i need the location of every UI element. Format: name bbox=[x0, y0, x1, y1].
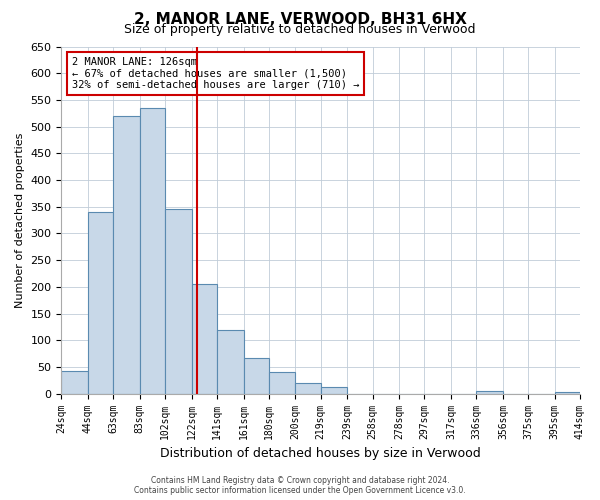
Bar bbox=[244, 358, 269, 394]
Bar bbox=[192, 284, 217, 394]
Bar bbox=[140, 108, 165, 394]
Bar bbox=[113, 116, 140, 394]
Bar bbox=[269, 372, 295, 394]
Bar bbox=[476, 391, 503, 394]
Bar bbox=[165, 210, 192, 394]
Bar bbox=[88, 212, 113, 394]
Text: Contains HM Land Registry data © Crown copyright and database right 2024.
Contai: Contains HM Land Registry data © Crown c… bbox=[134, 476, 466, 495]
X-axis label: Distribution of detached houses by size in Verwood: Distribution of detached houses by size … bbox=[160, 447, 481, 460]
Bar bbox=[555, 392, 580, 394]
Y-axis label: Number of detached properties: Number of detached properties bbox=[15, 132, 25, 308]
Text: 2, MANOR LANE, VERWOOD, BH31 6HX: 2, MANOR LANE, VERWOOD, BH31 6HX bbox=[134, 12, 466, 28]
Text: 2 MANOR LANE: 126sqm
← 67% of detached houses are smaller (1,500)
32% of semi-de: 2 MANOR LANE: 126sqm ← 67% of detached h… bbox=[72, 57, 359, 90]
Bar bbox=[61, 372, 88, 394]
Bar bbox=[217, 330, 244, 394]
Text: Size of property relative to detached houses in Verwood: Size of property relative to detached ho… bbox=[124, 22, 476, 36]
Bar bbox=[295, 383, 321, 394]
Bar bbox=[321, 387, 347, 394]
